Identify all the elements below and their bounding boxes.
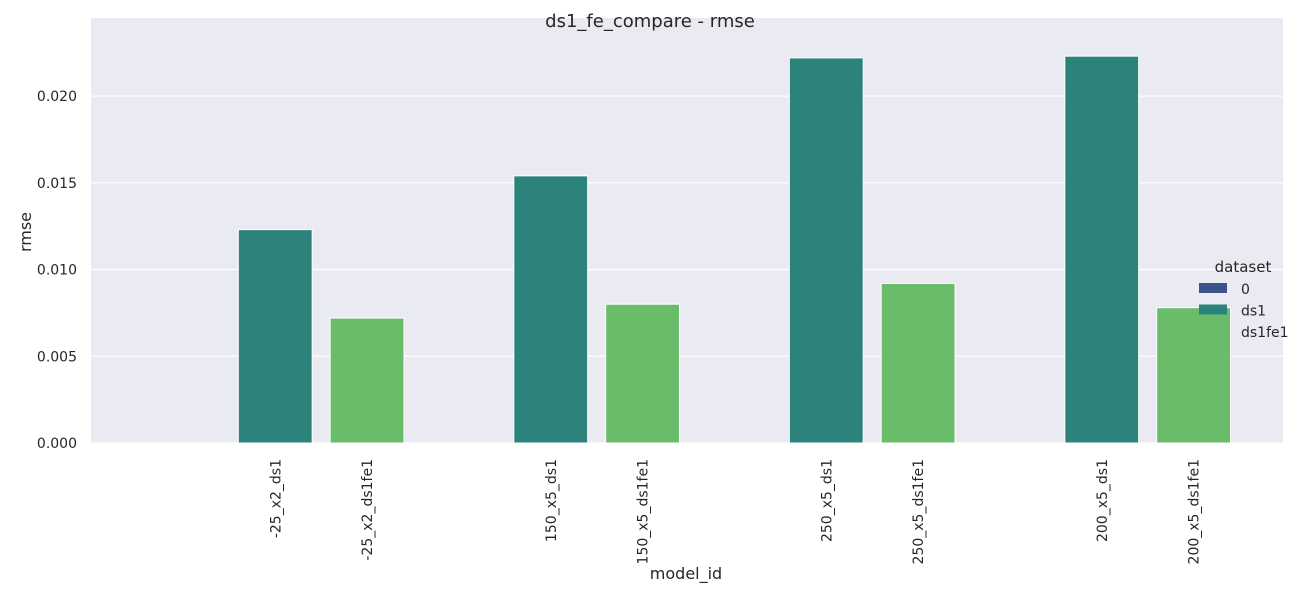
bar-ds1fe1-150_x5_ds1fe1 (605, 303, 681, 444)
bar-ds1-200_x5_ds1 (1064, 55, 1140, 444)
legend-label-ds1fe1: ds1fe1 (1241, 325, 1289, 341)
x-tick-label: -25_x2_ds1 (268, 459, 284, 538)
x-tick-labels: -25_x2_ds1 -25_x2_ds1fe1 150_x5_ds1 150_x5_… (268, 459, 1202, 564)
bar-ds1--25_x2_ds1 (237, 229, 313, 444)
bar-ds1-150_x5_ds1 (513, 175, 589, 444)
legend: dataset 0 ds1 ds1fe1 (1199, 258, 1289, 341)
legend-swatch-ds1 (1199, 304, 1227, 315)
legend-title: dataset (1215, 258, 1272, 276)
y-tick-labels: 0.000 0.005 0.010 0.015 0.020 (37, 89, 77, 452)
x-tick-label: 250_x5_ds1fe1 (911, 459, 927, 564)
bar-ds1fe1-250_x5_ds1fe1 (880, 282, 956, 444)
legend-label-0: 0 (1241, 282, 1250, 298)
x-tick-label: -25_x2_ds1fe1 (360, 459, 376, 561)
bar-ds1fe1--25_x2_ds1fe1 (329, 317, 405, 444)
x-tick-label: 150_x5_ds1fe1 (636, 459, 652, 564)
legend-swatch-ds1fe1 (1199, 326, 1227, 336)
y-tick-label: 0.020 (37, 89, 77, 105)
y-tick-label: 0.010 (37, 263, 77, 279)
x-tick-label: 150_x5_ds1 (544, 459, 560, 542)
legend-swatch-0 (1199, 283, 1227, 293)
y-tick-label: 0.005 (37, 349, 77, 365)
y-axis-label: rmse (16, 212, 35, 252)
y-tick-label: 0.000 (37, 436, 77, 452)
x-axis-label: model_id (650, 564, 722, 584)
x-tick-label: 200_x5_ds1 (1095, 459, 1111, 542)
x-tick-label: 250_x5_ds1 (819, 459, 835, 542)
y-tick-label: 0.015 (37, 176, 77, 192)
legend-label-ds1: ds1 (1241, 304, 1266, 320)
x-tick-label: 200_x5_ds1fe1 (1187, 459, 1203, 564)
bars (237, 55, 1231, 444)
bar-ds1-250_x5_ds1 (788, 57, 864, 444)
chart-title: ds1_fe_compare - rmse (545, 11, 755, 32)
